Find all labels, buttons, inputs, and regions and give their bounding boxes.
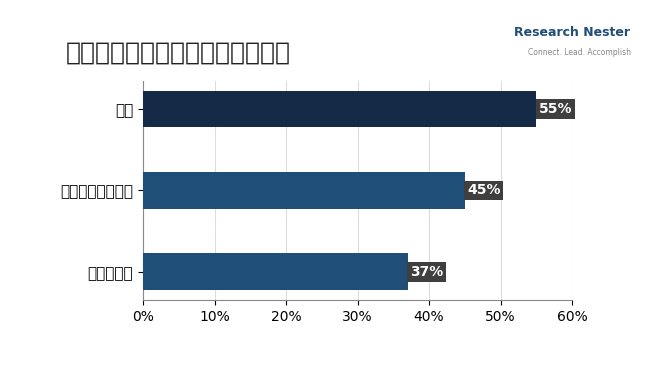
Text: 45%: 45% bbox=[467, 183, 500, 197]
Text: 微結晶セルロース市場一地域貢献: 微結晶セルロース市場一地域貢献 bbox=[66, 41, 291, 65]
Text: Research Nester: Research Nester bbox=[515, 26, 630, 39]
Bar bbox=[143, 172, 465, 209]
Text: 37%: 37% bbox=[410, 265, 443, 279]
Bar bbox=[143, 254, 408, 290]
Text: 55%: 55% bbox=[538, 102, 572, 116]
Bar bbox=[143, 90, 536, 127]
Text: Connect. Lead. Accomplish: Connect. Lead. Accomplish bbox=[528, 48, 630, 57]
